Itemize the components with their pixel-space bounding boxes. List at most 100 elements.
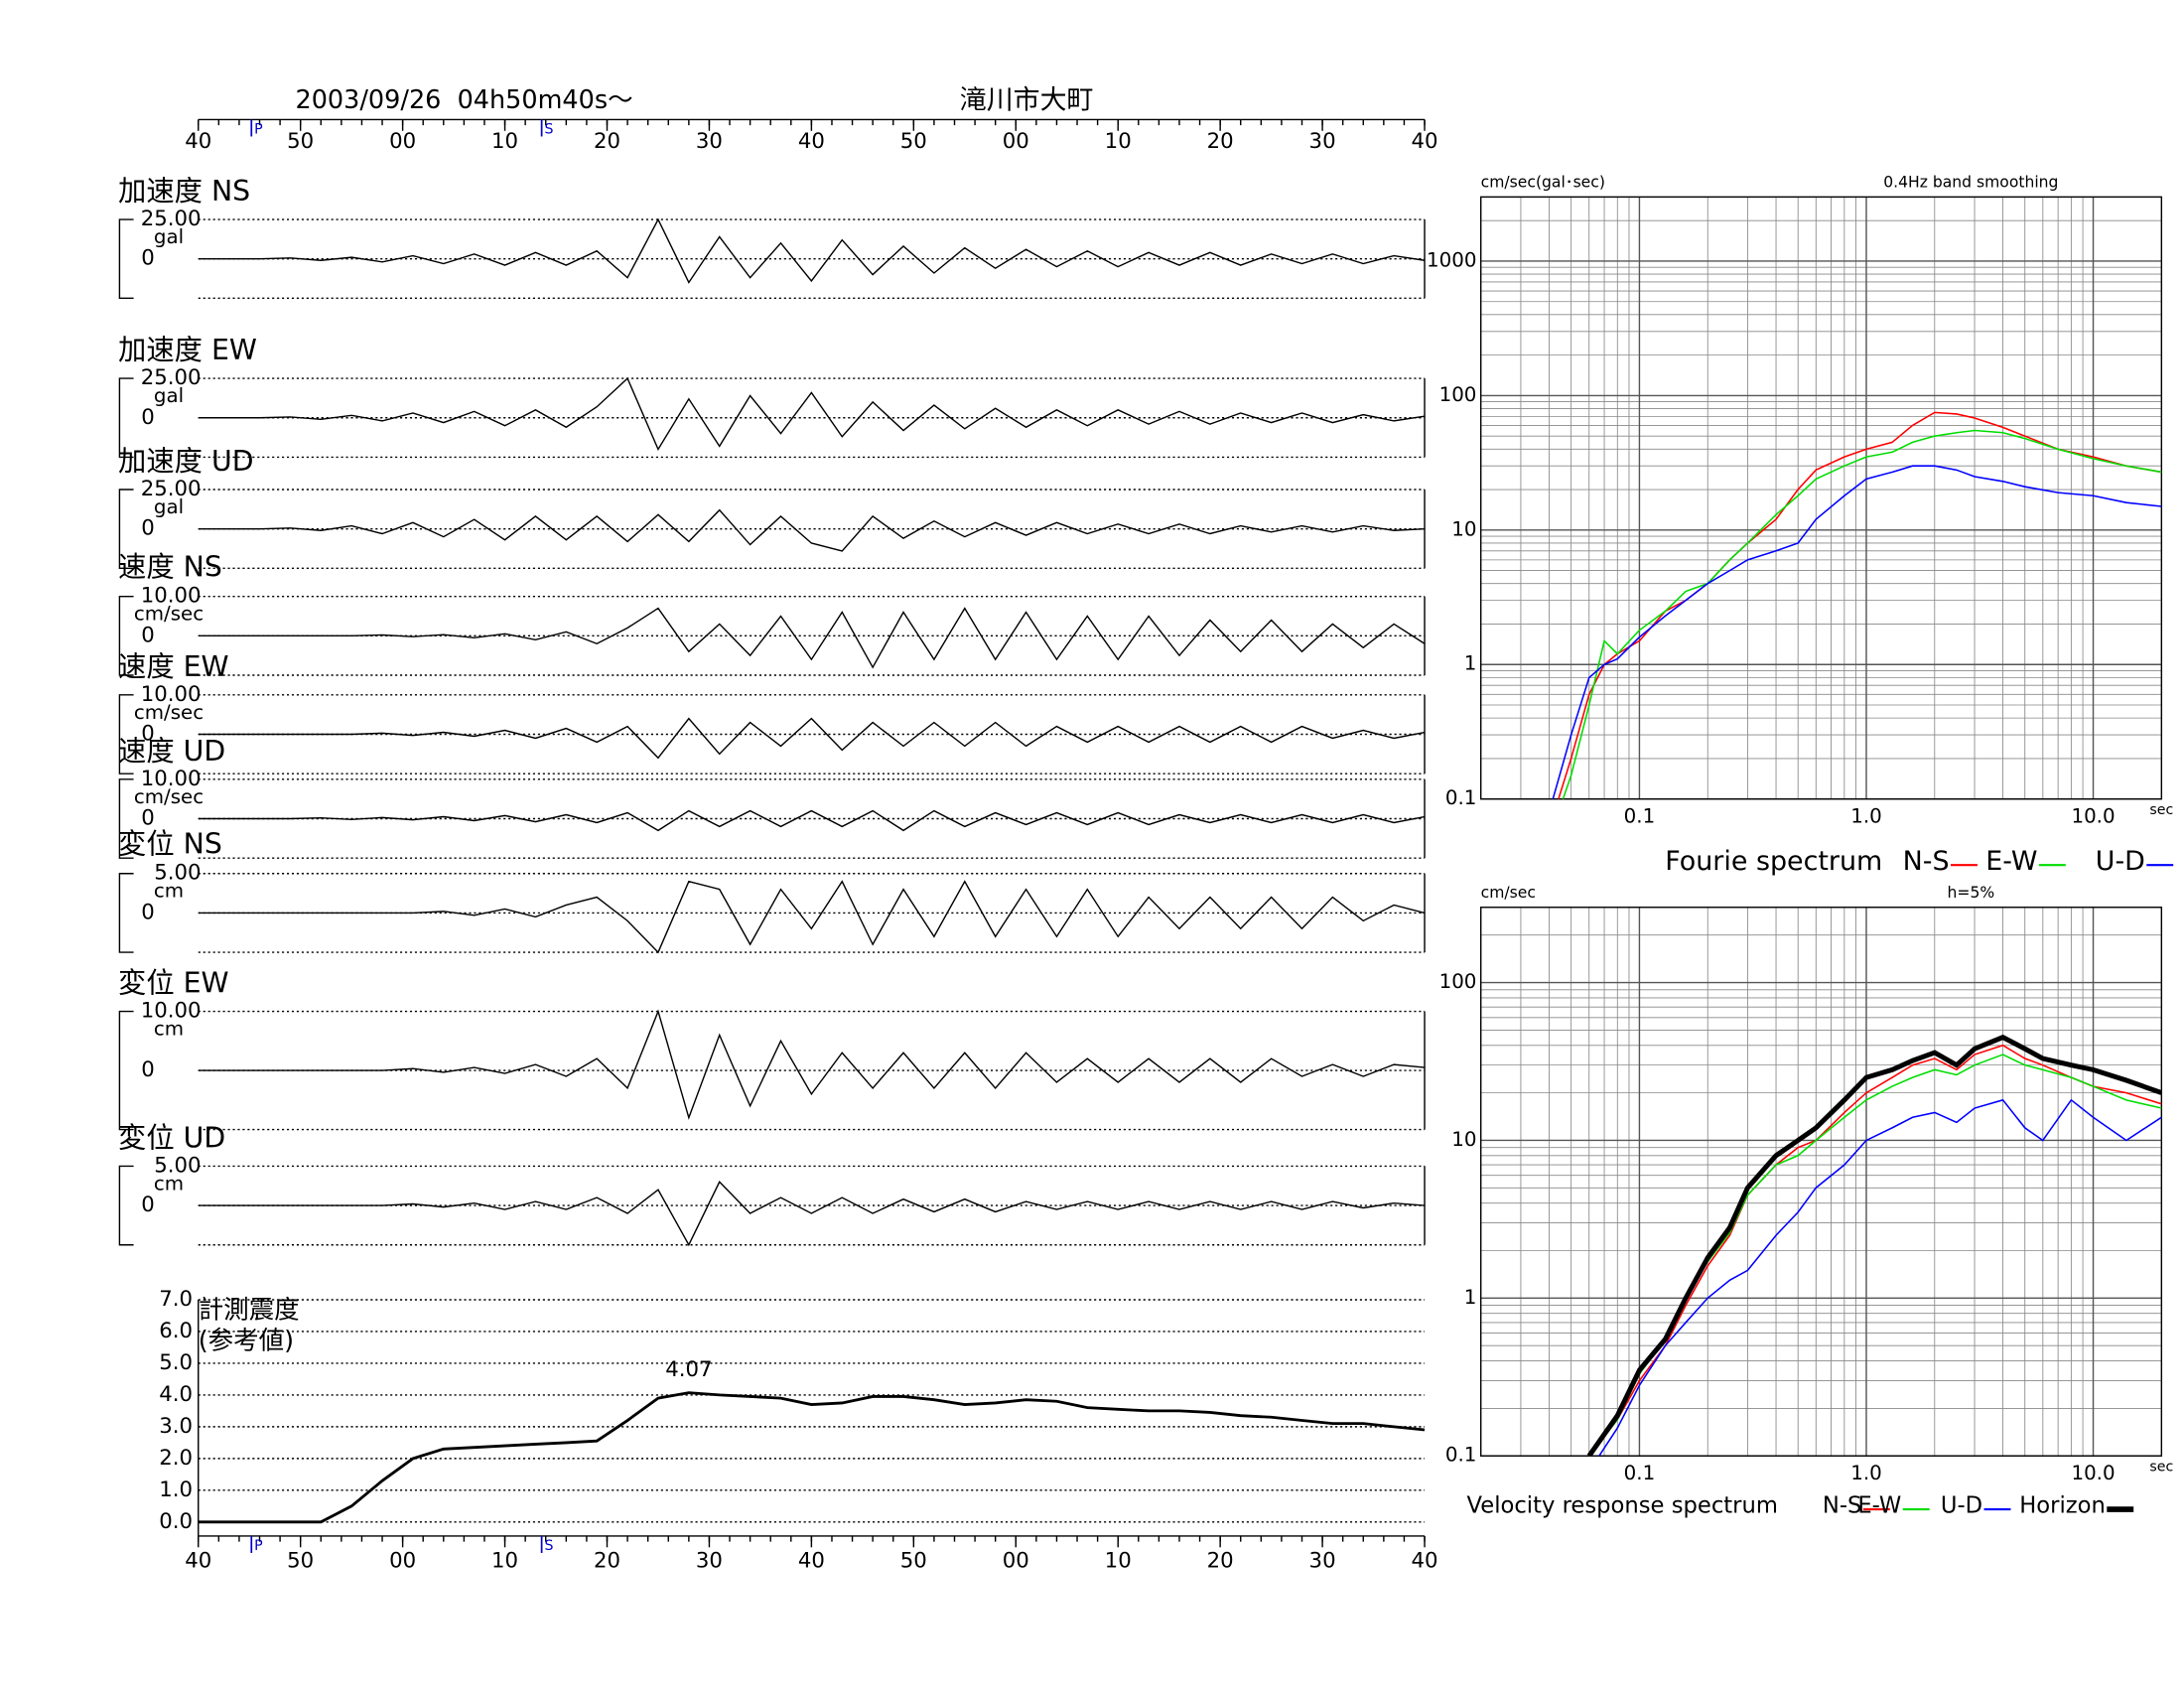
y-tick-label: 25.00 [141, 207, 202, 231]
x-tick-label: 00 [1003, 1548, 1029, 1573]
y-tick-label: 25.00 [141, 365, 202, 390]
y-tick-label: 25.00 [141, 477, 202, 501]
y-tick-label: 0.1 [1445, 1444, 1477, 1467]
legend-label: U-D [1941, 1493, 1982, 1519]
unit-label: cm/sec [134, 603, 204, 626]
x-tick-label: 40 [798, 1548, 825, 1573]
y-tick-label: 10.00 [141, 682, 202, 707]
waveform [198, 1181, 1426, 1247]
y-tick-label: 100 [1439, 383, 1477, 406]
x-tick-label: 00 [1003, 129, 1029, 154]
spectrum-line [1597, 1098, 2162, 1457]
panel-bracket [118, 1010, 134, 1131]
panel-title: 加速度 UD [118, 445, 254, 478]
x-tick-label: 50 [287, 129, 314, 154]
y-tick-label: 0.1 [1445, 786, 1477, 809]
waveform [198, 607, 1426, 669]
y-axis-label: cm/sec(gal･sec) [1481, 174, 1605, 192]
y-tick-label: 0 [141, 1193, 155, 1217]
panel-bracket [118, 377, 134, 459]
spectrum-line [1558, 411, 2162, 799]
x-tick-label: 20 [1207, 1548, 1234, 1573]
x-tick-label: 40 [798, 129, 825, 154]
phase-label: S [544, 1538, 553, 1554]
legend-label: E-W [1857, 1493, 1901, 1519]
x-tick-label: 1.0 [1850, 805, 1882, 828]
waveform [198, 809, 1426, 832]
unit-label: cm [154, 1172, 184, 1195]
panel-bracket [118, 595, 134, 676]
unit-label: cm/sec [134, 701, 204, 724]
x-tick-label: 10.0 [2071, 1462, 2115, 1484]
unit-label: gal [154, 384, 184, 407]
y-tick-label: 5.0 [159, 1350, 193, 1375]
y-tick-label: 0 [141, 722, 155, 747]
y-tick-label: 4.0 [159, 1382, 193, 1407]
unit-label: cm [154, 880, 184, 903]
spectrum-line [1552, 465, 2162, 799]
x-tick-label: 10 [491, 129, 518, 154]
x-tick-label: 00 [389, 129, 416, 154]
y-tick-label: 5.00 [154, 861, 201, 886]
x-tick-label: 10 [491, 1548, 518, 1573]
intensity-subtitle: (参考値) [199, 1326, 294, 1355]
panel-bracket [118, 778, 134, 859]
panel-title: 速度 NS [118, 550, 222, 583]
y-axis-label: cm/sec [1481, 884, 1536, 902]
phase-label: S [544, 121, 553, 137]
y-tick-label: 0 [141, 1057, 155, 1082]
panel-bracket [118, 489, 134, 570]
panel-title: 速度 EW [118, 650, 229, 683]
x-tick-label: 30 [1309, 1548, 1336, 1573]
y-tick-label: 0 [141, 516, 155, 541]
phase-label: P [254, 1538, 263, 1554]
y-tick-label: 0 [141, 623, 155, 647]
waveform [198, 376, 1426, 452]
legend-label: E-W [1985, 846, 2037, 877]
x-tick-label: 0.1 [1624, 1462, 1656, 1484]
x-tick-label: 40 [185, 1548, 211, 1573]
x-axis-label: sec [2149, 802, 2173, 818]
x-tick-label: 30 [696, 1548, 723, 1573]
y-tick-label: 10.00 [141, 767, 202, 791]
legend-title: Fourie spectrum [1665, 846, 1882, 877]
y-tick-label: 0 [141, 900, 155, 924]
record-time: 2003/09/26 04h50m40s〜 [295, 85, 632, 115]
y-tick-label: 3.0 [159, 1414, 193, 1439]
x-tick-label: 30 [1309, 129, 1336, 154]
panel-title: 変位 NS [118, 827, 222, 860]
x-axis-label: sec [2149, 1460, 2173, 1476]
y-tick-label: 6.0 [159, 1319, 193, 1343]
y-tick-label: 10.00 [141, 999, 202, 1024]
chart-subtitle: h=5% [1948, 884, 1995, 902]
plot-frame [1479, 907, 2163, 1457]
chart-subtitle: 0.4Hz band smoothing [1883, 174, 2058, 192]
max-label: 4.07 [665, 1357, 712, 1382]
legend-label: N-S [1823, 1493, 1862, 1519]
x-tick-label: 20 [594, 129, 620, 154]
y-tick-label: 1 [1464, 1286, 1477, 1309]
panel-title: 変位 UD [118, 1121, 225, 1154]
phase-label: P [254, 121, 263, 137]
unit-label: gal [154, 495, 184, 518]
intensity-line [198, 1391, 1426, 1524]
waveform [198, 717, 1426, 760]
panel-bracket [118, 1165, 134, 1246]
panel-bracket [118, 873, 134, 953]
x-tick-label: 10 [1105, 129, 1132, 154]
y-tick-label: 10 [1451, 1128, 1476, 1151]
x-tick-label: 0.1 [1624, 805, 1656, 828]
plot-frame [1479, 196, 2163, 800]
waveform [198, 508, 1426, 552]
y-tick-label: 10.00 [141, 584, 202, 609]
intensity-title: 計測震度 [199, 1295, 300, 1325]
panel-bracket [118, 694, 134, 774]
x-tick-label: 50 [900, 1548, 927, 1573]
panel-title: 変位 EW [118, 967, 229, 1000]
y-tick-label: 0.0 [159, 1509, 193, 1534]
x-tick-label: 20 [594, 1548, 620, 1573]
y-tick-label: 0 [141, 246, 155, 271]
y-tick-label: 0 [141, 806, 155, 831]
unit-label: cm/sec [134, 785, 204, 808]
